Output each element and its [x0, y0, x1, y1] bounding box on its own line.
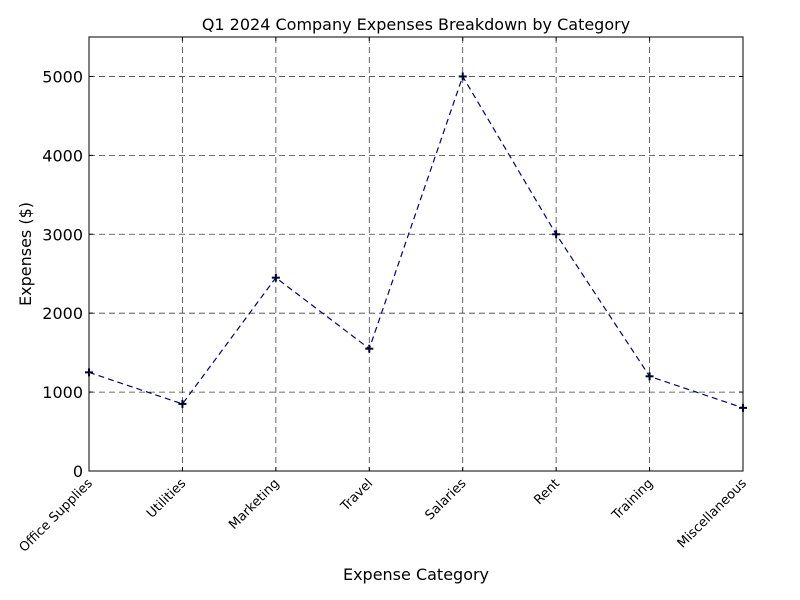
- y-tick-label: 5000: [42, 67, 83, 86]
- y-tick-label: 3000: [42, 225, 83, 244]
- x-tick-label: Rent: [531, 476, 563, 508]
- plot-area: [88, 36, 744, 472]
- x-tick-label: Marketing: [226, 476, 282, 532]
- series: [85, 72, 747, 412]
- data-point: [552, 230, 561, 239]
- x-tick-label: Salaries: [422, 476, 469, 523]
- x-axis: Office Supplies Utilities Marketing Travel S…: [17, 37, 750, 555]
- grid: [89, 37, 743, 471]
- y-tick-label: 4000: [42, 146, 83, 165]
- data-point: [365, 344, 374, 353]
- data-point: [271, 273, 280, 282]
- x-tick-label: Office Supplies: [17, 476, 96, 555]
- x-tick-label: Miscellaneous: [675, 476, 750, 551]
- data-point: [645, 372, 654, 381]
- x-tick-label: Training: [609, 476, 657, 524]
- y-axis-label: Expenses ($): [16, 202, 35, 306]
- y-tick-label: 2000: [42, 304, 83, 323]
- x-tick-label: Utilities: [144, 476, 189, 521]
- y-axis: 0 1000 2000 3000 4000 5000: [42, 67, 743, 481]
- y-tick-label: 0: [73, 462, 83, 481]
- x-tick-label: Travel: [337, 476, 376, 515]
- chart-title: Q1 2024 Company Expenses Breakdown by Ca…: [202, 15, 630, 34]
- series-line: [88, 75, 744, 409]
- y-tick-label: 1000: [42, 383, 83, 402]
- data-point: [178, 399, 187, 408]
- x-axis-label: Expense Category: [343, 565, 489, 584]
- data-point: [458, 72, 467, 81]
